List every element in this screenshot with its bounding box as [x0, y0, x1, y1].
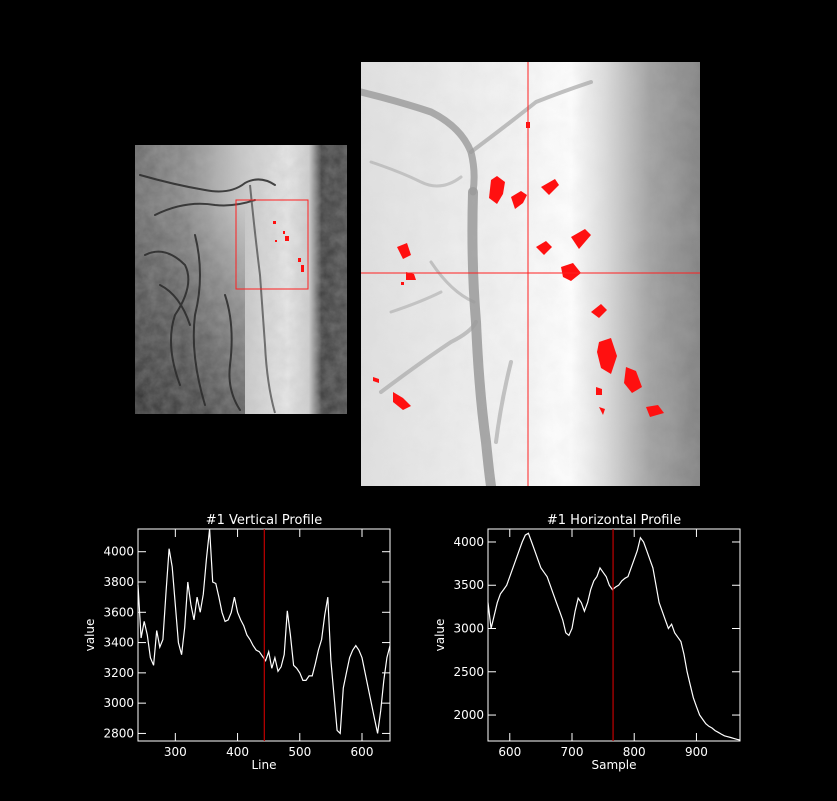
plot-title: #1 Horizontal Profile	[547, 513, 681, 528]
x-tick-label: 700	[561, 745, 584, 759]
y-tick-label: 3500	[453, 578, 484, 592]
x-tick-label: 600	[351, 745, 374, 759]
x-tick-label: 300	[164, 745, 187, 759]
x-tick-label: 600	[498, 745, 521, 759]
x-axis-label: Line	[251, 758, 276, 772]
y-tick-label: 3800	[103, 575, 134, 589]
vertical-profile-plot[interactable]: #1 Vertical Profile 2800 3000 3200 3400 3600 3…	[80, 505, 400, 775]
zoom-image[interactable]	[361, 62, 700, 486]
y-tick-label: 3000	[103, 696, 134, 710]
profile-line	[487, 532, 741, 741]
plot-title: #1 Vertical Profile	[206, 513, 323, 528]
x-tick-label: 800	[623, 745, 646, 759]
y-axis-label: value	[83, 619, 97, 652]
y-tick-label: 2500	[453, 665, 484, 679]
zoom-highlight-regions	[373, 122, 664, 417]
y-tick-label: 4000	[103, 545, 134, 559]
zoom-region-box[interactable]	[235, 199, 309, 290]
overview-image[interactable]	[135, 145, 347, 414]
y-tick-label: 3600	[103, 605, 134, 619]
x-axis-label: Sample	[592, 758, 637, 772]
x-tick-label: 500	[288, 745, 311, 759]
y-tick-label: 4000	[453, 535, 484, 549]
x-tick-label: 900	[685, 745, 708, 759]
y-tick-label: 3000	[453, 622, 484, 636]
overview-highlight-regions	[273, 221, 304, 272]
zoom-dem-map	[361, 62, 700, 486]
y-tick-label: 3200	[103, 666, 134, 680]
overview-dem-map	[135, 145, 347, 414]
x-tick-label: 400	[226, 745, 249, 759]
y-axis-label: value	[433, 619, 447, 652]
horizontal-profile-plot[interactable]: #1 Horizontal Profile 2000 2500 3000 3500 400…	[430, 505, 750, 775]
plot-frame	[487, 528, 741, 742]
y-tick-label: 2000	[453, 708, 484, 722]
y-tick-label: 2800	[103, 726, 134, 740]
y-tick-label: 3400	[103, 636, 134, 650]
